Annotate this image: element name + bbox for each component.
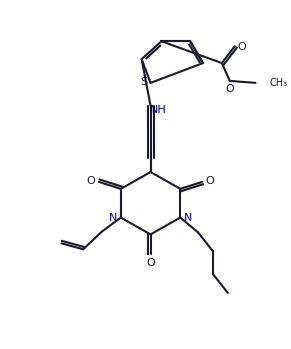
Text: CH₃: CH₃	[269, 78, 288, 88]
Text: O: O	[206, 176, 214, 186]
Text: NH: NH	[150, 105, 167, 114]
Text: O: O	[237, 42, 246, 52]
Text: O: O	[87, 176, 95, 186]
Text: N: N	[109, 213, 117, 223]
Text: O: O	[226, 84, 234, 94]
Text: O: O	[146, 258, 155, 268]
Text: N: N	[184, 213, 192, 223]
Text: S: S	[140, 77, 147, 87]
